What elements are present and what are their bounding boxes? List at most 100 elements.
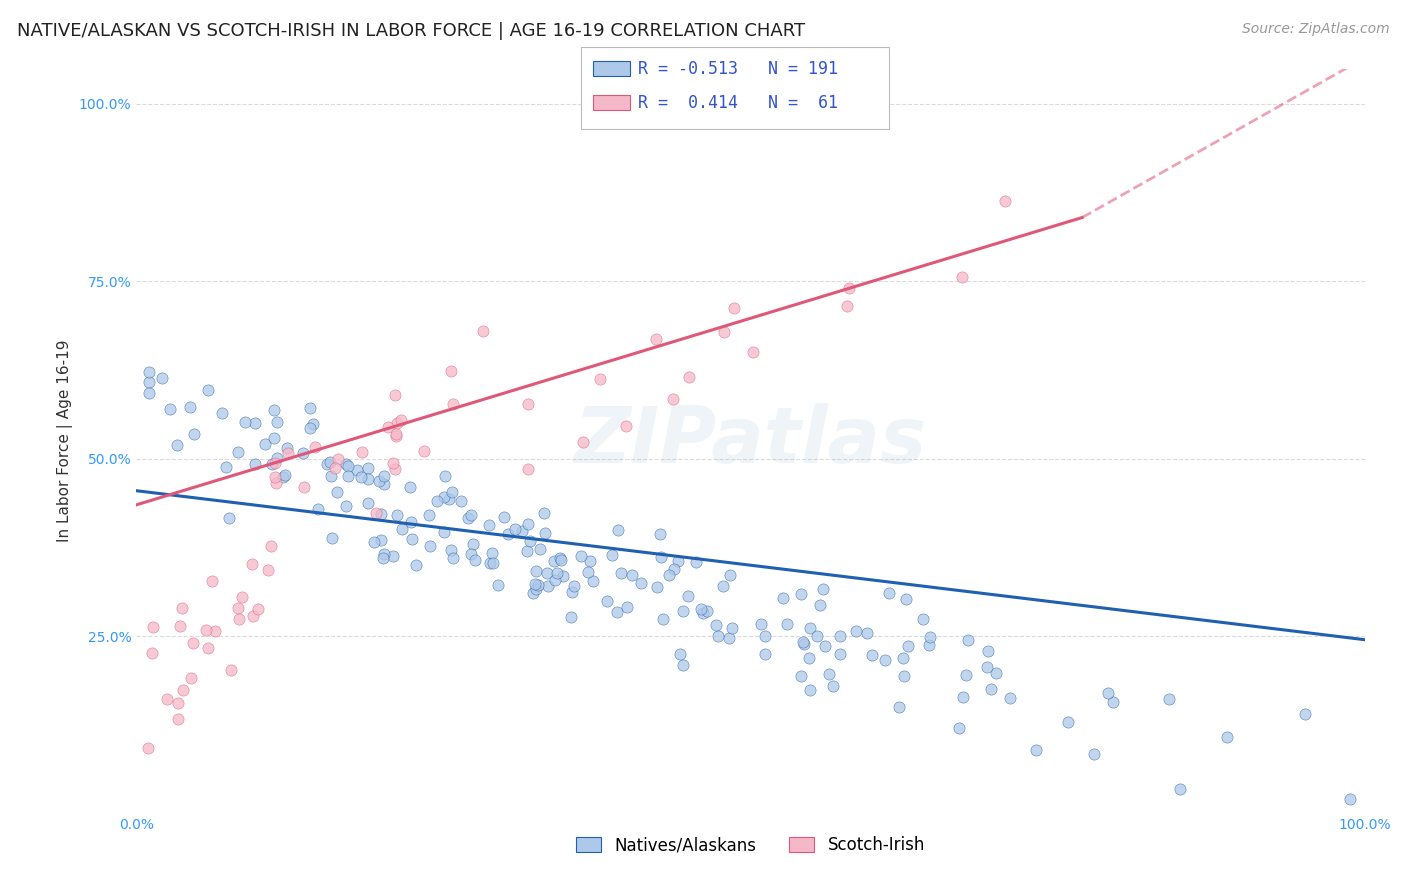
Point bbox=[226, 445, 249, 459]
Point bbox=[510, 524, 533, 538]
Point bbox=[579, 554, 602, 568]
Point bbox=[918, 638, 941, 652]
Point bbox=[984, 665, 1007, 680]
Text: Source: ZipAtlas.com: Source: ZipAtlas.com bbox=[1241, 22, 1389, 37]
Point bbox=[266, 450, 288, 465]
Point bbox=[266, 415, 288, 429]
Point bbox=[516, 544, 538, 558]
Point bbox=[461, 537, 484, 551]
Point bbox=[696, 604, 718, 618]
Point bbox=[486, 578, 509, 592]
Point bbox=[676, 589, 699, 603]
Point bbox=[524, 577, 547, 591]
Point bbox=[1294, 706, 1316, 721]
Point bbox=[271, 470, 294, 484]
Point bbox=[432, 524, 454, 539]
Point bbox=[546, 566, 568, 580]
Point bbox=[976, 660, 998, 674]
Point bbox=[600, 548, 623, 562]
Point bbox=[799, 651, 821, 665]
Point bbox=[457, 511, 479, 525]
Point bbox=[536, 566, 558, 580]
Point bbox=[845, 624, 868, 639]
Point bbox=[690, 602, 713, 616]
Point bbox=[219, 664, 242, 678]
Legend: Natives/Alaskans, Scotch-Irish: Natives/Alaskans, Scotch-Irish bbox=[569, 830, 932, 861]
Point bbox=[266, 476, 288, 491]
Point bbox=[792, 635, 814, 649]
Point bbox=[434, 469, 457, 483]
Point bbox=[336, 459, 359, 474]
Point bbox=[830, 648, 852, 662]
Point bbox=[226, 601, 249, 615]
Point bbox=[718, 567, 741, 582]
Point bbox=[276, 441, 298, 455]
Point bbox=[169, 619, 191, 633]
Point bbox=[385, 508, 408, 522]
Point bbox=[835, 299, 858, 313]
Point bbox=[367, 474, 389, 488]
Point bbox=[522, 586, 544, 600]
Point bbox=[893, 651, 915, 665]
Point bbox=[136, 741, 159, 756]
Point bbox=[754, 629, 776, 643]
Point bbox=[264, 470, 287, 484]
Text: R = -0.513   N = 191: R = -0.513 N = 191 bbox=[638, 60, 838, 78]
Point bbox=[253, 436, 276, 450]
Point bbox=[814, 639, 837, 653]
Point bbox=[950, 270, 973, 285]
Point bbox=[172, 683, 194, 698]
Point bbox=[472, 324, 495, 338]
Point bbox=[650, 550, 672, 565]
Point bbox=[645, 332, 668, 346]
Point bbox=[855, 626, 877, 640]
Point bbox=[167, 712, 190, 726]
Point bbox=[578, 565, 600, 579]
Point bbox=[433, 491, 456, 505]
Point bbox=[524, 582, 547, 596]
Point bbox=[260, 457, 283, 471]
Point bbox=[652, 611, 675, 625]
Text: R =  0.414   N =  61: R = 0.414 N = 61 bbox=[638, 94, 838, 112]
Point bbox=[793, 637, 815, 651]
Point bbox=[998, 690, 1021, 705]
Point bbox=[790, 669, 813, 683]
Point bbox=[572, 435, 595, 450]
Point bbox=[384, 387, 406, 401]
Point bbox=[183, 427, 205, 442]
Point bbox=[440, 543, 463, 558]
Point bbox=[326, 452, 349, 467]
Point bbox=[183, 636, 205, 650]
Point bbox=[877, 586, 900, 600]
Point bbox=[215, 459, 238, 474]
Point bbox=[789, 587, 811, 601]
Point bbox=[775, 617, 797, 632]
Point bbox=[399, 480, 422, 494]
Point bbox=[156, 692, 179, 706]
Point bbox=[337, 469, 360, 483]
Point bbox=[478, 517, 501, 532]
Point bbox=[356, 461, 378, 475]
Point bbox=[492, 510, 515, 524]
Point bbox=[440, 485, 463, 500]
Point bbox=[526, 564, 548, 578]
Point bbox=[201, 574, 224, 588]
Point bbox=[529, 541, 551, 556]
Point bbox=[399, 515, 422, 529]
Point bbox=[1216, 730, 1239, 744]
Point bbox=[1097, 686, 1119, 700]
Point bbox=[385, 429, 408, 443]
Point bbox=[326, 485, 349, 500]
Point bbox=[356, 496, 378, 510]
Point bbox=[503, 522, 526, 536]
Point bbox=[460, 508, 482, 523]
Point bbox=[246, 602, 269, 616]
Point bbox=[516, 461, 538, 475]
Point bbox=[630, 575, 652, 590]
Point bbox=[616, 599, 638, 614]
Point bbox=[614, 419, 637, 434]
Point bbox=[808, 598, 831, 612]
Point bbox=[373, 551, 395, 566]
Point bbox=[373, 547, 395, 561]
Point bbox=[138, 386, 160, 401]
